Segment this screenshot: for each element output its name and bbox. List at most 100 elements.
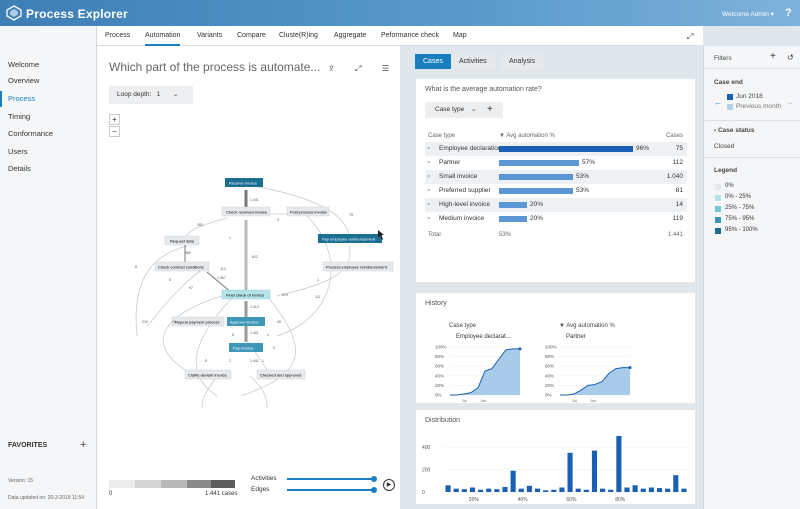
distribution-bar[interactable]	[632, 485, 638, 492]
magnify-icon[interactable]: ⌕	[427, 145, 431, 152]
tab-clustering[interactable]: Cluste(R)ing	[279, 32, 318, 39]
sidebar-item-details[interactable]: Details	[8, 164, 31, 173]
process-map[interactable]: Receive invoice Check received invoice P…	[117, 176, 397, 436]
distribution-bar[interactable]	[616, 436, 622, 492]
distribution-bar[interactable]	[494, 489, 500, 492]
distribution-bar[interactable]	[478, 489, 484, 492]
tab-activities[interactable]: Activities	[451, 54, 495, 69]
distribution-bar[interactable]	[681, 488, 687, 492]
table-row[interactable]: ⌕ Partner 57% 112	[425, 156, 687, 170]
distribution-bar[interactable]	[608, 489, 614, 492]
add-favorite-button[interactable]: +	[80, 439, 87, 451]
distribution-bar[interactable]	[543, 490, 549, 492]
node-check-received-invoice[interactable]	[221, 206, 271, 217]
fullscreen-icon[interactable]: ⤢	[687, 32, 694, 41]
loop-depth-select[interactable]: Loop depth: 1 ⌄	[109, 86, 193, 104]
zoom-in-button[interactable]: +	[109, 114, 120, 125]
table-row[interactable]: ⌕ Medium invoice 20% 119	[425, 212, 687, 226]
distribution-bar[interactable]	[640, 488, 646, 492]
add-icon[interactable]: +	[487, 104, 493, 115]
node-post-process-invoice[interactable]	[286, 206, 330, 217]
magnify-icon[interactable]: ⌕	[427, 173, 431, 180]
distribution-bar[interactable]	[559, 487, 565, 492]
node-pay-invoice[interactable]	[229, 343, 263, 352]
node-request-data[interactable]	[164, 235, 200, 246]
user-menu[interactable]: Welcome Admin ▾	[722, 10, 774, 18]
tab-aggregate[interactable]: Aggregate	[334, 32, 367, 39]
distribution-bar[interactable]	[591, 450, 598, 492]
distribution-bar[interactable]	[648, 487, 654, 492]
tab-analysis[interactable]: Analysis	[501, 54, 544, 69]
magnify-icon[interactable]: ⌕	[427, 187, 431, 194]
node-check-contract-conditions[interactable]	[154, 261, 210, 272]
magnify-icon[interactable]: ⌕	[427, 159, 431, 166]
distribution-bar[interactable]	[469, 487, 476, 492]
distribution-bar[interactable]	[551, 489, 557, 492]
list-icon[interactable]: ☰	[382, 64, 390, 73]
activities-slider[interactable]	[287, 478, 375, 480]
sidebar-item-users[interactable]: Users	[8, 147, 28, 156]
col-case-type[interactable]: Case type	[428, 133, 456, 139]
case-status-heading[interactable]: › Case status	[714, 127, 754, 134]
node-approve-invoice[interactable]	[227, 317, 265, 326]
distribution-bar[interactable]	[600, 488, 606, 492]
col-avg-automation[interactable]: ▼ Avg automation %	[499, 133, 555, 139]
node-pay-employee-reimbursement[interactable]	[318, 234, 382, 243]
distribution-bar[interactable]	[502, 486, 508, 492]
distribution-bar[interactable]	[624, 487, 630, 492]
tab-process[interactable]: Process	[105, 32, 131, 39]
distribution-bar[interactable]	[665, 488, 671, 492]
table-row[interactable]: ⌕ Small invoice 53% 1.040	[425, 170, 687, 184]
distribution-bar[interactable]	[575, 488, 581, 492]
arrow-left-icon[interactable]: ←	[714, 98, 722, 107]
tab-cases[interactable]: Cases	[415, 54, 451, 69]
col-cases[interactable]: Cases	[665, 133, 683, 139]
distribution-bar[interactable]	[526, 485, 532, 492]
expand-icon[interactable]: ⤢	[355, 64, 362, 73]
magnify-icon[interactable]: ⌕	[427, 215, 431, 222]
activities-slider-handle[interactable]	[371, 476, 377, 482]
node-repeat-payment-process[interactable]	[171, 316, 225, 327]
distribution-bar[interactable]	[510, 470, 516, 492]
sidebar-item-timing[interactable]: Timing	[8, 112, 31, 121]
tab-variants[interactable]: Variants	[197, 32, 223, 39]
sidebar-item-overview[interactable]: Overview	[8, 76, 40, 85]
table-row[interactable]: ⌕ High-level invoice 20% 14	[425, 198, 687, 212]
case-end-value[interactable]: Jun 2018	[736, 93, 763, 100]
distribution-bar[interactable]	[445, 485, 451, 492]
distribution-bar[interactable]	[453, 488, 459, 492]
distribution-bar[interactable]	[656, 488, 663, 492]
node-clarify-deviant-invoice[interactable]	[184, 369, 232, 380]
case-type-select[interactable]: Case type ⌄ +	[425, 102, 503, 118]
table-row[interactable]: ⌕ Employee declaration 96% 75	[425, 142, 687, 156]
distribution-bar[interactable]	[461, 489, 467, 492]
help-button[interactable]: ?	[785, 7, 792, 19]
tab-map[interactable]: Map	[453, 32, 467, 39]
case-end-previous[interactable]: Previous month	[736, 103, 782, 110]
distribution-bar[interactable]	[567, 452, 573, 492]
node-checked-and-approved[interactable]	[256, 369, 306, 380]
edges-slider-handle[interactable]	[371, 487, 377, 493]
distribution-bar[interactable]	[534, 488, 541, 492]
play-icon[interactable]: ▶	[383, 479, 395, 491]
sidebar-item-welcome[interactable]: Welcome	[8, 60, 40, 69]
distribution-bar[interactable]	[583, 489, 589, 492]
reset-icon[interactable]: ↺	[787, 53, 794, 62]
edges-slider[interactable]	[287, 489, 375, 491]
distribution-bar[interactable]	[673, 475, 679, 492]
node-receive-invoice[interactable]	[225, 178, 263, 187]
tab-compare[interactable]: Compare	[237, 32, 266, 39]
share-icon[interactable]: ⇪	[328, 64, 335, 73]
tab-automation[interactable]: Automation	[145, 26, 181, 46]
sidebar-item-process[interactable]: Process	[0, 91, 97, 107]
table-row[interactable]: ⌕ Preferred supplier 53% 81	[425, 184, 687, 198]
zoom-out-button[interactable]: −	[109, 126, 120, 137]
node-process-employee-reimbursement[interactable]	[322, 261, 394, 272]
add-filter-button[interactable]: +	[770, 51, 776, 62]
magnify-icon[interactable]: ⌕	[427, 201, 431, 208]
distribution-bar[interactable]	[518, 488, 524, 492]
node-final-check-of-invoice[interactable]	[221, 289, 271, 300]
sidebar-item-conformance[interactable]: Conformance	[8, 129, 54, 138]
distribution-bar[interactable]	[486, 488, 492, 492]
arrow-right-icon[interactable]: →	[786, 98, 794, 107]
